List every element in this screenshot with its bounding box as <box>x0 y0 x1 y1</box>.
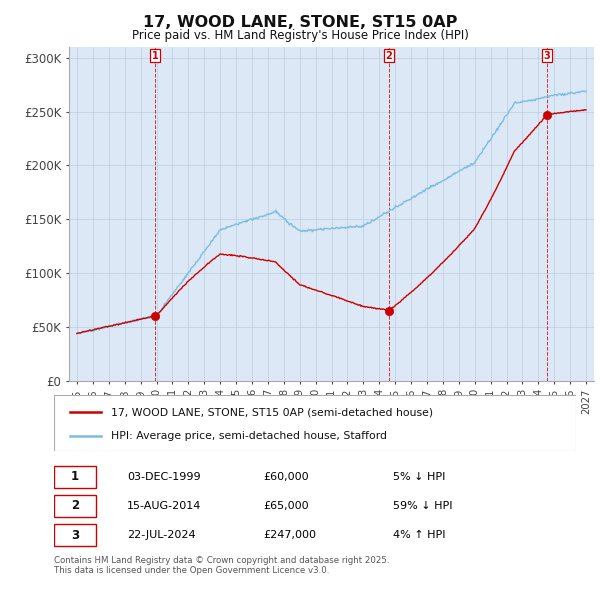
Text: 4% ↑ HPI: 4% ↑ HPI <box>394 530 446 540</box>
Text: 5% ↓ HPI: 5% ↓ HPI <box>394 471 446 481</box>
Text: 03-DEC-1999: 03-DEC-1999 <box>127 471 201 481</box>
Text: £247,000: £247,000 <box>263 530 316 540</box>
Text: 2: 2 <box>71 499 79 513</box>
Bar <box>54 466 96 487</box>
Text: 2: 2 <box>386 51 392 61</box>
Text: HPI: Average price, semi-detached house, Stafford: HPI: Average price, semi-detached house,… <box>112 431 388 441</box>
Text: Contains HM Land Registry data © Crown copyright and database right 2025.
This d: Contains HM Land Registry data © Crown c… <box>54 556 389 575</box>
Text: 17, WOOD LANE, STONE, ST15 0AP (semi-detached house): 17, WOOD LANE, STONE, ST15 0AP (semi-det… <box>112 407 434 417</box>
Bar <box>54 495 96 517</box>
Text: Price paid vs. HM Land Registry's House Price Index (HPI): Price paid vs. HM Land Registry's House … <box>131 30 469 42</box>
Text: 22-JUL-2024: 22-JUL-2024 <box>127 530 196 540</box>
Text: 1: 1 <box>71 470 79 483</box>
Text: 15-AUG-2014: 15-AUG-2014 <box>127 501 202 511</box>
Text: £65,000: £65,000 <box>263 501 308 511</box>
Text: 1: 1 <box>152 51 158 61</box>
Text: 59% ↓ HPI: 59% ↓ HPI <box>394 501 453 511</box>
Text: 17, WOOD LANE, STONE, ST15 0AP: 17, WOOD LANE, STONE, ST15 0AP <box>143 15 457 30</box>
Text: 3: 3 <box>71 529 79 542</box>
Text: £60,000: £60,000 <box>263 471 308 481</box>
Text: 3: 3 <box>544 51 550 61</box>
Bar <box>54 524 96 546</box>
